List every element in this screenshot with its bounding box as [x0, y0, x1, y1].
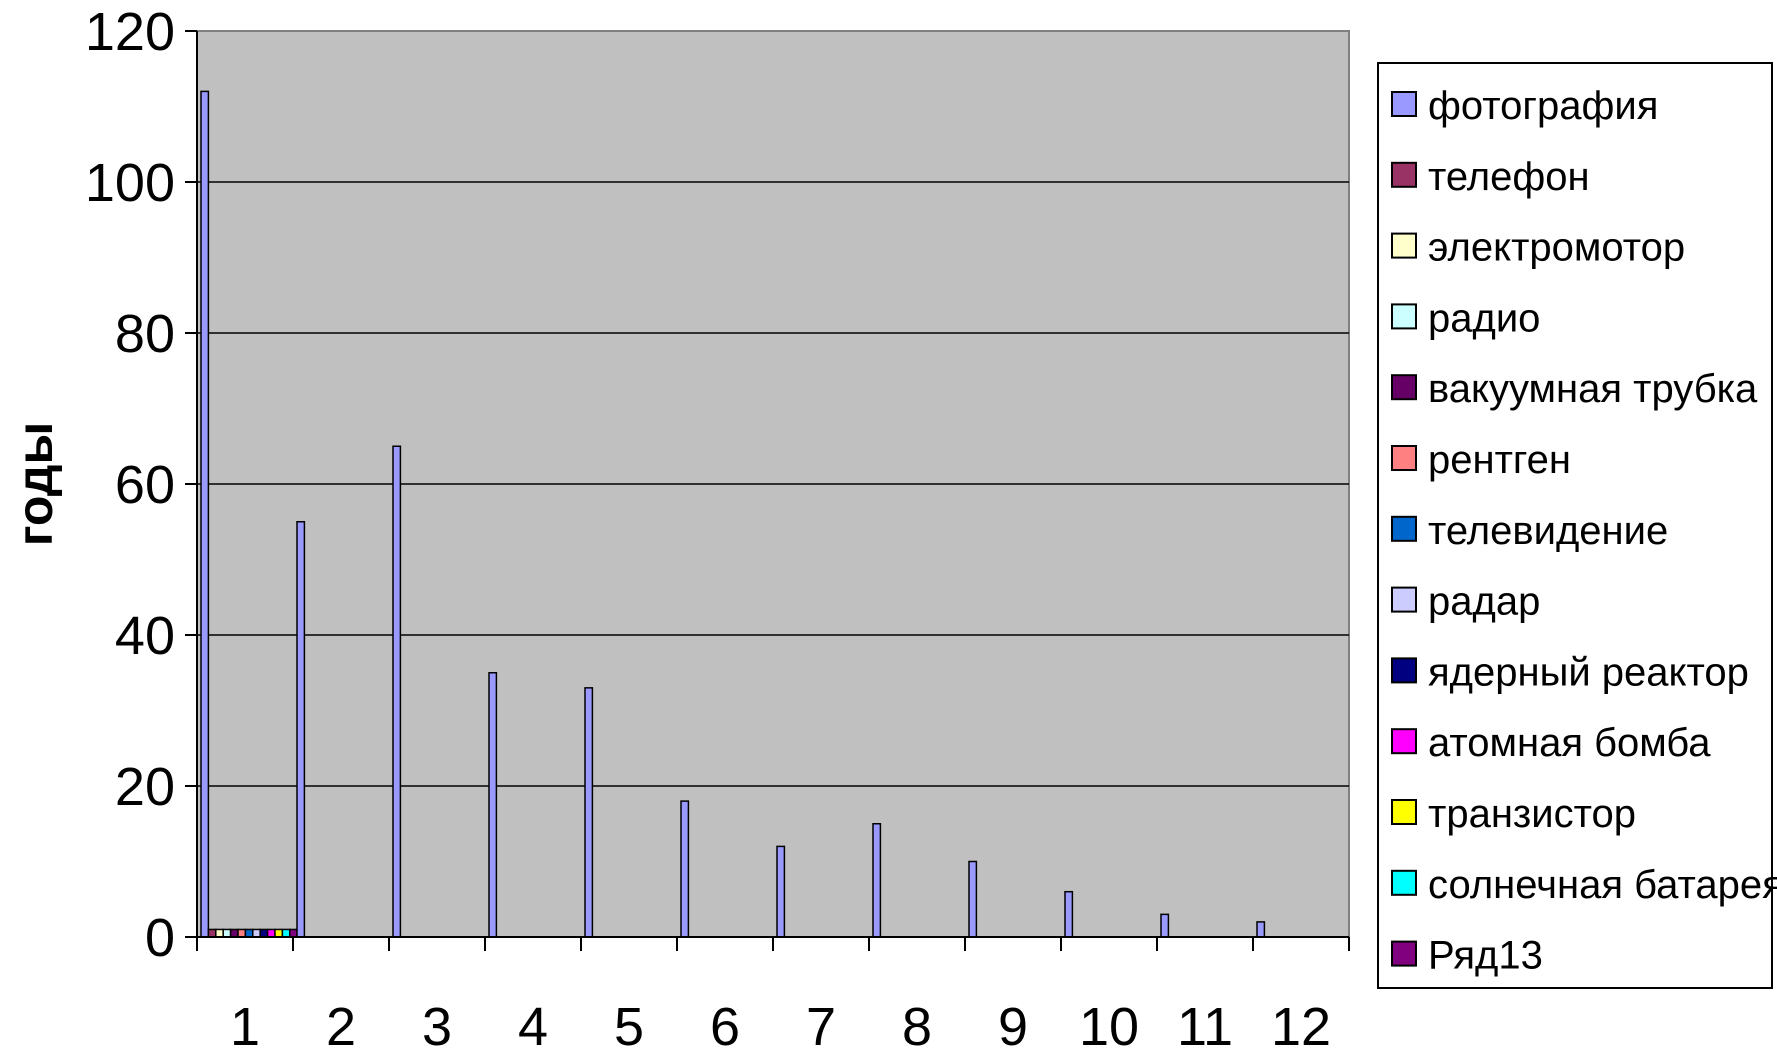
bar-1-cat-12 [1256, 921, 1266, 938]
y-tick-label: 20 [115, 757, 175, 817]
bar-1-cat-10 [1064, 890, 1074, 938]
legend-swatch [1391, 445, 1417, 471]
bar-5-cat-1 [229, 928, 239, 938]
legend-swatch [1391, 161, 1417, 188]
x-tick-label: 2 [326, 997, 356, 1051]
bar-1-cat-5 [584, 687, 594, 938]
bar-13-cat-1 [289, 928, 298, 938]
legend-label: электромотор [1428, 226, 1685, 270]
legend-swatch [1391, 91, 1417, 117]
bar-1-cat-8 [872, 823, 882, 938]
x-tick-label: 1 [230, 997, 260, 1051]
bar-1-cat-2 [296, 521, 306, 938]
legend-label: атомная бомба [1428, 721, 1711, 765]
legend-label: солнечная батарея [1428, 863, 1777, 907]
legend-label: телевидение [1428, 509, 1668, 553]
legend-swatch [1391, 374, 1417, 401]
legend-swatch [1391, 869, 1417, 896]
y-tick-label: 0 [145, 908, 175, 968]
y-tick-label: 120 [85, 2, 175, 62]
bar-9-cat-1 [259, 928, 269, 938]
y-tick-label: 80 [115, 304, 175, 364]
x-axis-ticks: 1 2 3 4 5 6 7 8 9 10 11 12 [196, 937, 1350, 1051]
legend-swatch [1391, 232, 1417, 259]
x-tick-label: 8 [902, 997, 932, 1051]
x-tick-label: 4 [518, 997, 548, 1051]
x-tick-label: 6 [710, 997, 740, 1051]
bar-1-cat-9 [968, 860, 978, 938]
gridlines [197, 181, 1349, 787]
legend-label: радар [1428, 580, 1540, 624]
bar-1-cat-7 [776, 845, 786, 938]
bar-4-cat-1 [222, 928, 232, 938]
x-tick-label: 12 [1271, 997, 1331, 1051]
legend-label: рентген [1428, 438, 1571, 482]
x-tick-label: 9 [998, 997, 1028, 1051]
legend-label: вакуумная трубка [1428, 367, 1758, 411]
legend-label: фотография [1428, 84, 1658, 128]
x-tick-label: 10 [1079, 997, 1139, 1051]
bar-3-cat-1 [215, 928, 224, 938]
x-tick-label: 11 [1177, 997, 1233, 1051]
legend-swatch [1391, 586, 1417, 613]
bar-12-cat-1 [281, 928, 291, 938]
legend-label: телефон [1428, 155, 1590, 199]
bar-6-cat-1 [237, 928, 247, 938]
bar-7-cat-1 [244, 928, 254, 938]
bar-1-cat-3 [392, 445, 402, 938]
bar-1-cat-4 [488, 672, 498, 938]
bar-8-cat-1 [252, 928, 261, 938]
legend-label: транзистор [1428, 792, 1636, 836]
x-tick-label: 5 [614, 997, 644, 1051]
bar-1-cat-11 [1160, 913, 1170, 938]
bar-1-cat-6 [680, 800, 690, 938]
legend-box [1377, 62, 1773, 989]
y-axis-ticks: 0 20 40 60 80 100 120 [85, 2, 197, 968]
legend-label: ядерный реактор [1428, 650, 1749, 694]
legend: фотография телефон электромотор радио вакуум… [1377, 62, 1777, 989]
legend-swatch [1391, 515, 1417, 542]
bars [200, 90, 1266, 938]
legend-label: Ряд13 [1428, 934, 1543, 978]
legend-swatch [1391, 657, 1417, 684]
bar-10-cat-1 [266, 928, 276, 938]
y-tick-label: 40 [115, 606, 175, 666]
bar-2-cat-1 [207, 928, 217, 938]
bar-11-cat-1 [274, 928, 284, 938]
bar-1-cat-1 [200, 90, 210, 938]
x-tick-label: 3 [422, 997, 452, 1051]
legend-swatch [1391, 303, 1417, 330]
y-axis-title: годы [7, 422, 63, 547]
x-tick-label: 7 [806, 997, 836, 1051]
legend-swatch [1391, 728, 1417, 755]
y-tick-label: 100 [85, 153, 175, 213]
legend-label: радио [1428, 296, 1540, 340]
legend-swatch [1391, 940, 1417, 967]
y-tick-label: 60 [115, 455, 175, 515]
legend-swatch [1391, 799, 1417, 825]
